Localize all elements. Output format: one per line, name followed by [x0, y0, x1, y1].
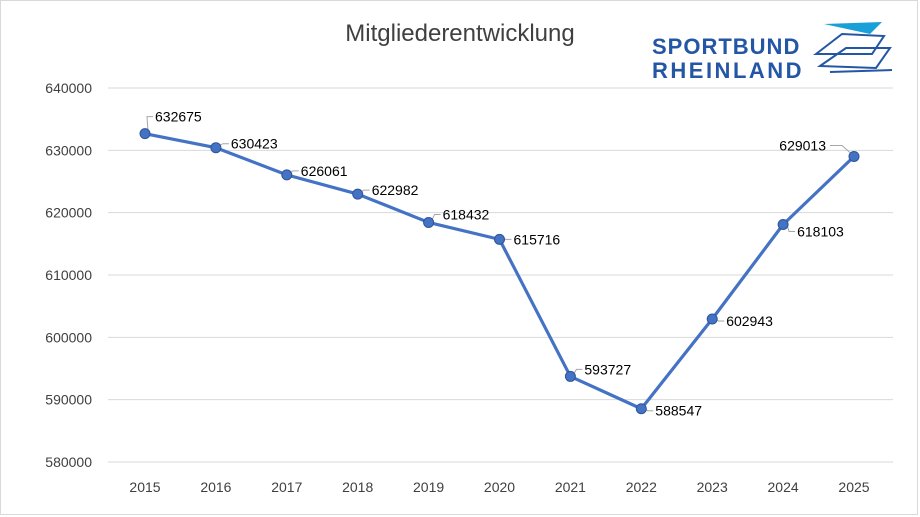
- x-tick-label: 2016: [200, 479, 231, 495]
- leader-line: [431, 213, 441, 221]
- data-label: 629013: [779, 137, 826, 153]
- data-label: 615716: [514, 231, 561, 247]
- x-tick-label: 2023: [697, 479, 728, 495]
- x-tick-label: 2018: [342, 479, 373, 495]
- leader-line: [830, 144, 852, 154]
- data-label: 622982: [372, 182, 419, 198]
- data-point: [706, 313, 718, 325]
- grid-layer: [108, 87, 893, 463]
- data-point: [494, 233, 505, 245]
- data-point: [210, 142, 222, 154]
- y-tick-label: 590000: [45, 392, 92, 408]
- series-line-path: [144, 132, 856, 411]
- series-line: [144, 132, 856, 411]
- x-tick-label: 2024: [768, 479, 799, 495]
- data-labels: 632675 630423 626061 622982 618432 615716 5937…: [155, 109, 844, 419]
- data-point: [564, 370, 576, 382]
- x-tick-label: 2019: [413, 479, 444, 495]
- data-label: 593727: [584, 361, 631, 377]
- data-point: [848, 150, 860, 162]
- logo-line2: RHEINLAND: [652, 58, 805, 83]
- y-tick-label: 630000: [45, 142, 92, 158]
- y-tick-label: 600000: [45, 329, 92, 345]
- leader-line: [146, 116, 153, 132]
- y-tick-label: 620000: [45, 205, 92, 221]
- x-tick-label: 2017: [271, 479, 302, 495]
- x-tick-label: 2022: [626, 479, 657, 495]
- y-tick-label: 610000: [45, 267, 92, 283]
- chart-title: Mitgliederentwicklung: [0, 20, 920, 48]
- data-point: [423, 216, 435, 228]
- y-axis: 580000 590000 600000 610000 620000 630000 6400…: [45, 80, 92, 470]
- data-label: 588547: [655, 403, 702, 419]
- data-label: 618432: [443, 206, 490, 222]
- data-point: [352, 188, 364, 200]
- x-tick-label: 2021: [555, 479, 586, 495]
- y-tick-label: 640000: [45, 80, 92, 96]
- data-label: 618103: [797, 223, 844, 239]
- x-axis: 2015 2016 2017 2018 2019 2020 2021 2022 2023 2024…: [129, 479, 869, 495]
- logo-emblem-icon: [813, 22, 893, 73]
- data-point: [281, 169, 293, 181]
- data-point: [777, 218, 789, 230]
- data-point: [635, 403, 647, 415]
- x-tick-label: 2020: [484, 479, 515, 495]
- sportbund-rheinland-logo: SPORTBUND RHEINLAND: [652, 14, 902, 83]
- logo-line1: SPORTBUND: [652, 34, 801, 59]
- data-label: 630423: [231, 136, 278, 152]
- x-tick-label: 2015: [129, 479, 160, 495]
- data-points: [139, 128, 860, 415]
- chart-title-text: Mitgliederentwicklung: [345, 20, 575, 47]
- data-label: 602943: [726, 313, 773, 329]
- y-tick-label: 580000: [45, 454, 92, 470]
- data-label: 626061: [301, 163, 348, 179]
- x-tick-label: 2025: [838, 479, 869, 495]
- data-point: [139, 128, 151, 140]
- data-label: 632675: [155, 109, 202, 125]
